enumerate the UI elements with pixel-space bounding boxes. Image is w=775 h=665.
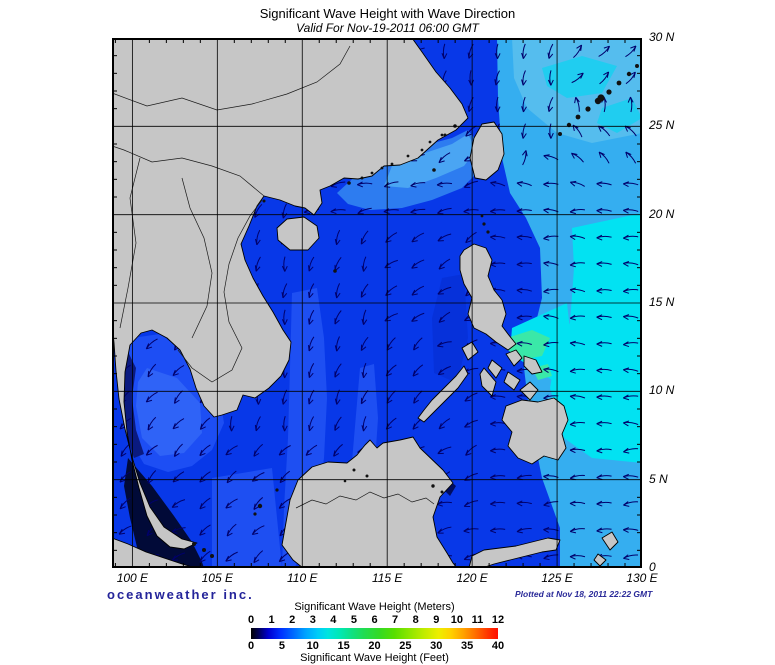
wave-map-canvas (111, 37, 642, 569)
branding-text: oceanweather inc. (107, 587, 254, 602)
lat-label: 0 (649, 560, 656, 574)
lon-label: 125 E (541, 571, 573, 585)
plot-timestamp: Plotted at Nov 18, 2011 22:22 GMT (515, 589, 653, 599)
legend-feet-tick: 5 (278, 640, 285, 652)
legend-meters-tick: 12 (491, 614, 505, 626)
legend-meters-ticks: 0 1 2 3 4 5 6 7 8 9 10 11 12 (247, 614, 504, 626)
legend-meters-tick: 5 (350, 614, 357, 626)
legend-feet-tick: 10 (306, 640, 319, 652)
legend-meters-tick: 11 (471, 614, 484, 626)
legend-meters-tick: 7 (392, 614, 399, 626)
legend-feet-ticks: 0 5 10 15 20 25 30 35 40 (247, 640, 504, 652)
legend-feet-tick: 15 (337, 640, 350, 652)
legend-meters-tick: 2 (289, 614, 296, 626)
legend-meters-title: Significant Wave Height (Meters) (294, 601, 455, 613)
legend-feet-tick: 20 (368, 640, 381, 652)
legend-meters-tick: 1 (268, 614, 275, 626)
legend-feet-title: Significant Wave Height (Feet) (300, 652, 449, 664)
lon-label: 120 E (456, 571, 488, 585)
legend-feet-tick: 30 (430, 640, 443, 652)
lon-label: 110 E (287, 571, 318, 585)
legend-meters-tick: 10 (450, 614, 463, 626)
lat-label: 5 N (649, 471, 668, 486)
legend-meters-tick: 9 (433, 614, 440, 626)
lat-label: 15 N (649, 295, 675, 309)
graticule (112, 38, 642, 568)
map-frame (112, 38, 642, 568)
legend-meters-tick: 3 (309, 614, 316, 626)
legend-feet-tick: 0 (247, 640, 255, 652)
country-borders (111, 45, 435, 509)
legend-feet-tick: 35 (461, 640, 474, 652)
legend-gradient-bar (251, 628, 498, 639)
legend-feet-tick: 40 (491, 640, 505, 652)
legend-meters-tick: 4 (330, 614, 337, 626)
page-title: Significant Wave Height with Wave Direct… (259, 6, 516, 21)
land-masses (111, 37, 639, 569)
wave-map (111, 37, 642, 569)
lon-label: 115 E (371, 571, 403, 585)
legend-meters-tick: 0 (247, 614, 255, 626)
lat-label: 10 N (649, 383, 675, 398)
page-subtitle: Valid For Nov-19-2011 06:00 GMT (296, 21, 479, 35)
lat-label: 25 N (649, 118, 675, 133)
lon-label: 105 E (201, 571, 233, 585)
lon-label: 130 E (626, 571, 658, 585)
legend-meters-tick: 8 (412, 614, 419, 626)
lat-label: 20 N (649, 206, 675, 221)
legend-feet-tick: 25 (399, 640, 412, 652)
legend-meters-tick: 6 (371, 614, 378, 626)
lon-label: 100 E (116, 571, 149, 585)
lat-label: 30 N (649, 30, 675, 44)
